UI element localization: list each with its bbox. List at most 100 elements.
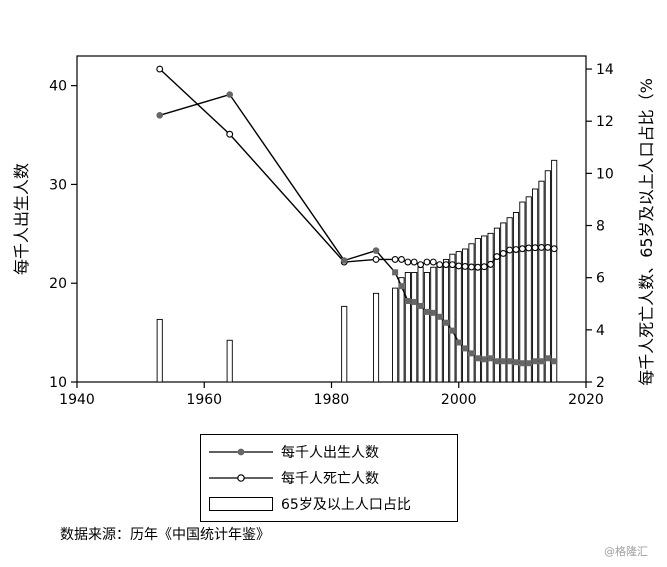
y-axis-right-title: 每千人死亡人数、65岁及以上人口占比（% [636, 78, 656, 386]
point-deaths [493, 253, 501, 261]
point-births [430, 309, 437, 316]
point-deaths [455, 262, 463, 270]
point-deaths [525, 244, 533, 252]
x-tick-label: 2020 [568, 392, 604, 408]
point-deaths [429, 258, 437, 266]
point-births [226, 91, 233, 98]
legend-item-deaths: 每千人死亡人数 [209, 467, 379, 489]
y-right-tick-label: 8 [596, 219, 605, 235]
point-deaths [372, 255, 380, 263]
point-deaths [538, 243, 545, 251]
bar-elderly [398, 277, 405, 383]
point-births [462, 345, 469, 352]
bar-elderly [474, 238, 481, 383]
legend-item-elderly: 65岁及以上人口占比 [209, 493, 411, 515]
bar-elderly [493, 227, 500, 383]
point-births [436, 313, 443, 320]
point-deaths [398, 255, 405, 263]
point-births [493, 358, 500, 365]
y-left-tick-label: 40 [49, 79, 67, 95]
point-births [443, 319, 450, 326]
y-left-tick-label: 20 [49, 276, 67, 292]
point-deaths [531, 244, 539, 252]
point-births [500, 358, 507, 365]
point-births [538, 358, 545, 365]
point-deaths [550, 245, 558, 253]
bar-elderly [436, 264, 443, 383]
x-tick-label: 1940 [59, 392, 95, 408]
bar-elderly [481, 235, 488, 383]
bar-elderly [455, 251, 462, 383]
source-note: 数据来源：历年《中国统计年鉴》 [60, 527, 270, 543]
point-deaths [410, 258, 418, 266]
point-births [392, 269, 399, 276]
y-right-tick-label: 10 [596, 166, 614, 182]
legend-label-births: 每千人出生人数 [281, 445, 379, 461]
bar-elderly [226, 339, 233, 383]
bar-elderly [449, 253, 456, 383]
point-births [474, 355, 481, 362]
point-deaths [417, 261, 425, 269]
bar-elderly [544, 170, 551, 383]
point-births [398, 283, 405, 290]
bar-elderly [519, 201, 526, 383]
point-deaths [423, 258, 431, 266]
point-births [156, 111, 164, 119]
y-right-tick-label: 14 [596, 62, 614, 78]
point-deaths [468, 263, 475, 271]
point-deaths [480, 263, 488, 271]
bar-elderly [506, 217, 513, 383]
legend-bar-icon [209, 497, 273, 511]
bar-elderly [392, 287, 399, 383]
x-tick-label: 1960 [186, 392, 222, 408]
bar-elderly [462, 248, 469, 383]
bar-elderly [423, 272, 430, 383]
point-births [551, 358, 558, 365]
point-births [487, 355, 494, 362]
point-deaths [156, 65, 164, 73]
point-births [468, 350, 475, 357]
bar-elderly [500, 222, 507, 383]
point-births [340, 257, 348, 264]
point-deaths [448, 261, 456, 269]
y-right-tick-label: 4 [596, 323, 605, 339]
bar-elderly [430, 266, 437, 383]
x-tick-label: 1980 [314, 392, 350, 408]
point-births [404, 297, 411, 304]
legend: 每千人出生人数 每千人死亡人数 65岁及以上人口占比 [200, 434, 458, 522]
point-deaths [404, 258, 412, 266]
bar-elderly [417, 266, 424, 383]
legend-line-filled-marker-icon [209, 448, 273, 456]
y-right-tick-label: 12 [596, 114, 614, 130]
point-deaths [436, 261, 444, 269]
bar-elderly [551, 159, 558, 383]
bar-elderly [156, 318, 163, 383]
point-deaths [461, 263, 469, 270]
bar-elderly [512, 212, 520, 383]
point-deaths [391, 255, 399, 263]
bar-elderly [532, 188, 539, 383]
point-deaths [506, 246, 514, 254]
point-deaths [487, 260, 495, 268]
legend-label-elderly: 65岁及以上人口占比 [281, 497, 411, 513]
point-deaths [544, 243, 552, 251]
point-births [525, 360, 532, 367]
y-right-tick-label: 2 [596, 375, 605, 391]
y-left-tick-label: 30 [49, 177, 67, 193]
bar-elderly [487, 232, 494, 383]
point-deaths [474, 263, 482, 271]
y-left-tick-label: 10 [49, 375, 67, 391]
point-deaths [442, 261, 450, 269]
point-births [372, 247, 380, 254]
bar-elderly [411, 272, 418, 383]
point-births [532, 358, 539, 365]
watermark: @格隆汇 [604, 545, 648, 558]
point-births [519, 360, 526, 367]
legend-line-hollow-marker-icon [209, 474, 273, 482]
legend-label-deaths: 每千人死亡人数 [281, 471, 379, 487]
y-axis-left-title: 每千人出生人数 [12, 162, 32, 276]
x-tick-label: 2000 [441, 392, 477, 408]
bar-elderly [525, 196, 532, 383]
point-births [423, 308, 430, 315]
